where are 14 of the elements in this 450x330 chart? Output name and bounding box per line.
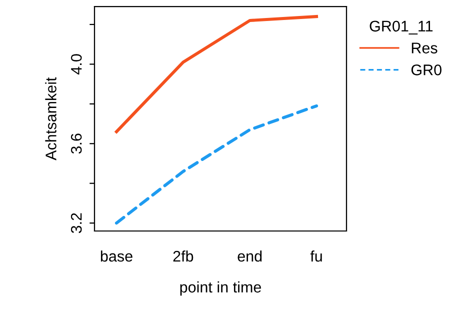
legend-label: Res: [412, 42, 438, 54]
x-tick-label: 2fb: [173, 250, 194, 262]
y-tick-label: 4.0: [70, 54, 82, 74]
x-tick-label: fu: [310, 250, 322, 262]
legend-label: GR0: [411, 64, 442, 76]
y-axis-title: Achtsamkeit: [45, 77, 56, 160]
y-tick-label: 3.6: [70, 134, 82, 154]
y-tick-label: 3.2: [70, 213, 82, 234]
legend-title: GR01_11: [370, 20, 433, 34]
x-tick-label: end: [238, 250, 262, 262]
x-axis-title: point in time: [180, 281, 262, 296]
line-series: [114, 104, 318, 225]
line-series: [114, 15, 318, 134]
x-tick-label: base: [100, 250, 132, 262]
